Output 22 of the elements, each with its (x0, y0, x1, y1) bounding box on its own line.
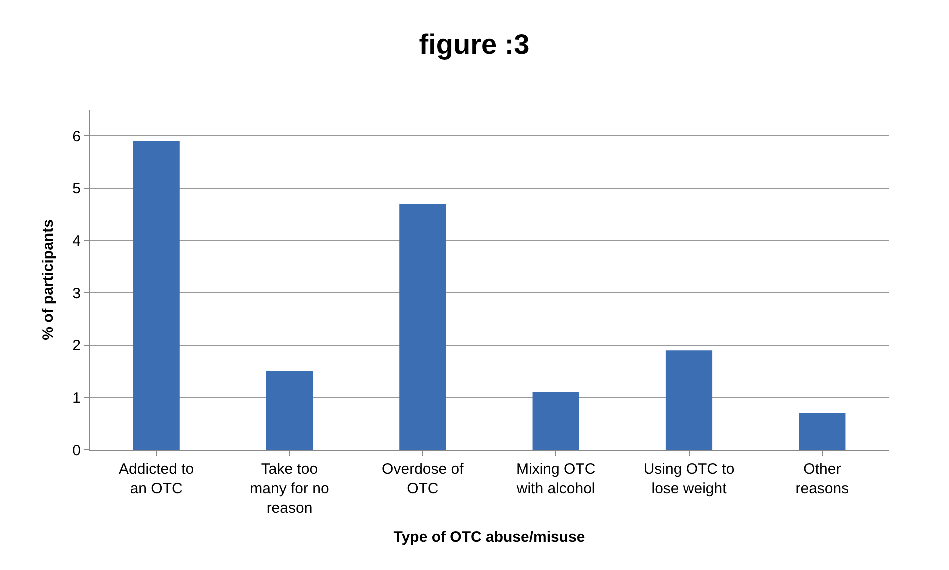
bar (666, 350, 713, 450)
bar (400, 204, 446, 450)
x-tick-label: Other reasons (796, 461, 850, 498)
y-tick-label: 0 (72, 442, 81, 460)
bar (266, 372, 314, 450)
y-tick-label: 3 (72, 285, 81, 302)
bar (133, 141, 180, 450)
chart-title: figure :3 (419, 28, 530, 60)
x-axis-title: Type of OTC abuse/misuse (394, 529, 586, 546)
y-axis-title: % of participants (40, 220, 57, 340)
x-tick-label: Addicted to an OTC (119, 461, 194, 498)
x-tick-label: Overdose of OTC (382, 461, 465, 498)
x-tick-label: Take too many for no reason (250, 461, 330, 517)
y-tick-label: 5 (72, 180, 81, 198)
y-tick-label: 4 (72, 233, 81, 250)
x-tick-label: Mixing OTC with alcohol (516, 461, 596, 498)
y-tick-label: 2 (72, 338, 81, 355)
bar (799, 413, 846, 450)
x-tick-label: Using OTC to lose weight (644, 461, 735, 498)
y-tick-label: 6 (72, 128, 81, 146)
bar (532, 392, 580, 450)
y-tick-label: 1 (72, 390, 81, 407)
